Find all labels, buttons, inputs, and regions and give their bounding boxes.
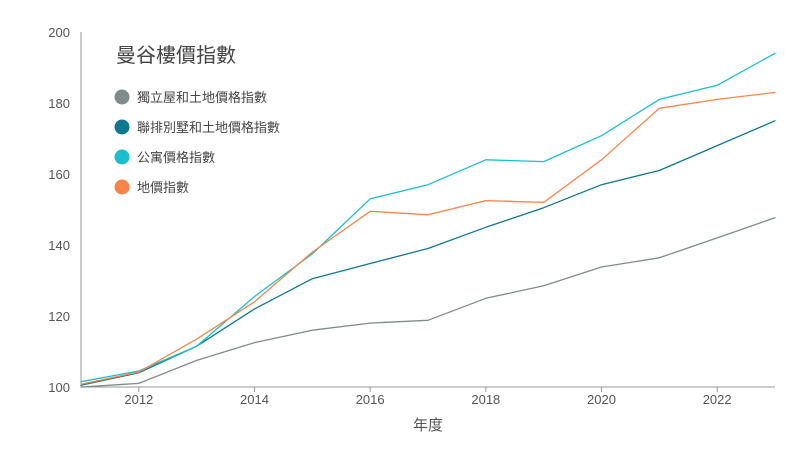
- legend-label: 公寓價格指數: [137, 150, 215, 166]
- series-line-4: [80, 91, 776, 385]
- legend-marker: [114, 149, 130, 165]
- x-tick-label: 2020: [587, 392, 616, 407]
- y-tick-label: 140: [48, 238, 70, 253]
- legend-marker: [114, 89, 130, 105]
- series-line-1: [80, 217, 776, 388]
- axes: 100 120 140 160 180 200 2012 2014 2016 2018 2020 20…: [48, 25, 775, 407]
- x-tick-label: 2016: [356, 392, 385, 407]
- legend-marker: [114, 179, 130, 195]
- series-lines: [80, 52, 776, 388]
- y-tick-label: 180: [48, 96, 70, 111]
- legend-label: 獨立屋和土地價格指數: [137, 90, 267, 106]
- x-tick-label: 2022: [703, 392, 732, 407]
- legend-label: 地價指數: [137, 181, 189, 196]
- x-axis-title: 年度: [413, 416, 443, 434]
- y-tick-label: 160: [48, 167, 70, 182]
- y-tick-label: 100: [48, 380, 70, 395]
- chart-title: 曼谷樓價指數: [116, 43, 236, 67]
- legend-marker: [114, 119, 130, 135]
- x-tick-label: 2014: [240, 392, 269, 407]
- y-tick-label: 120: [48, 309, 70, 324]
- x-tick-label: 2012: [124, 392, 153, 407]
- legend-label: 聯排別墅和土地價格指數: [137, 120, 280, 136]
- y-tick-label: 200: [48, 25, 70, 40]
- x-tick-label: 2018: [471, 392, 500, 407]
- series-line-3: [80, 52, 776, 383]
